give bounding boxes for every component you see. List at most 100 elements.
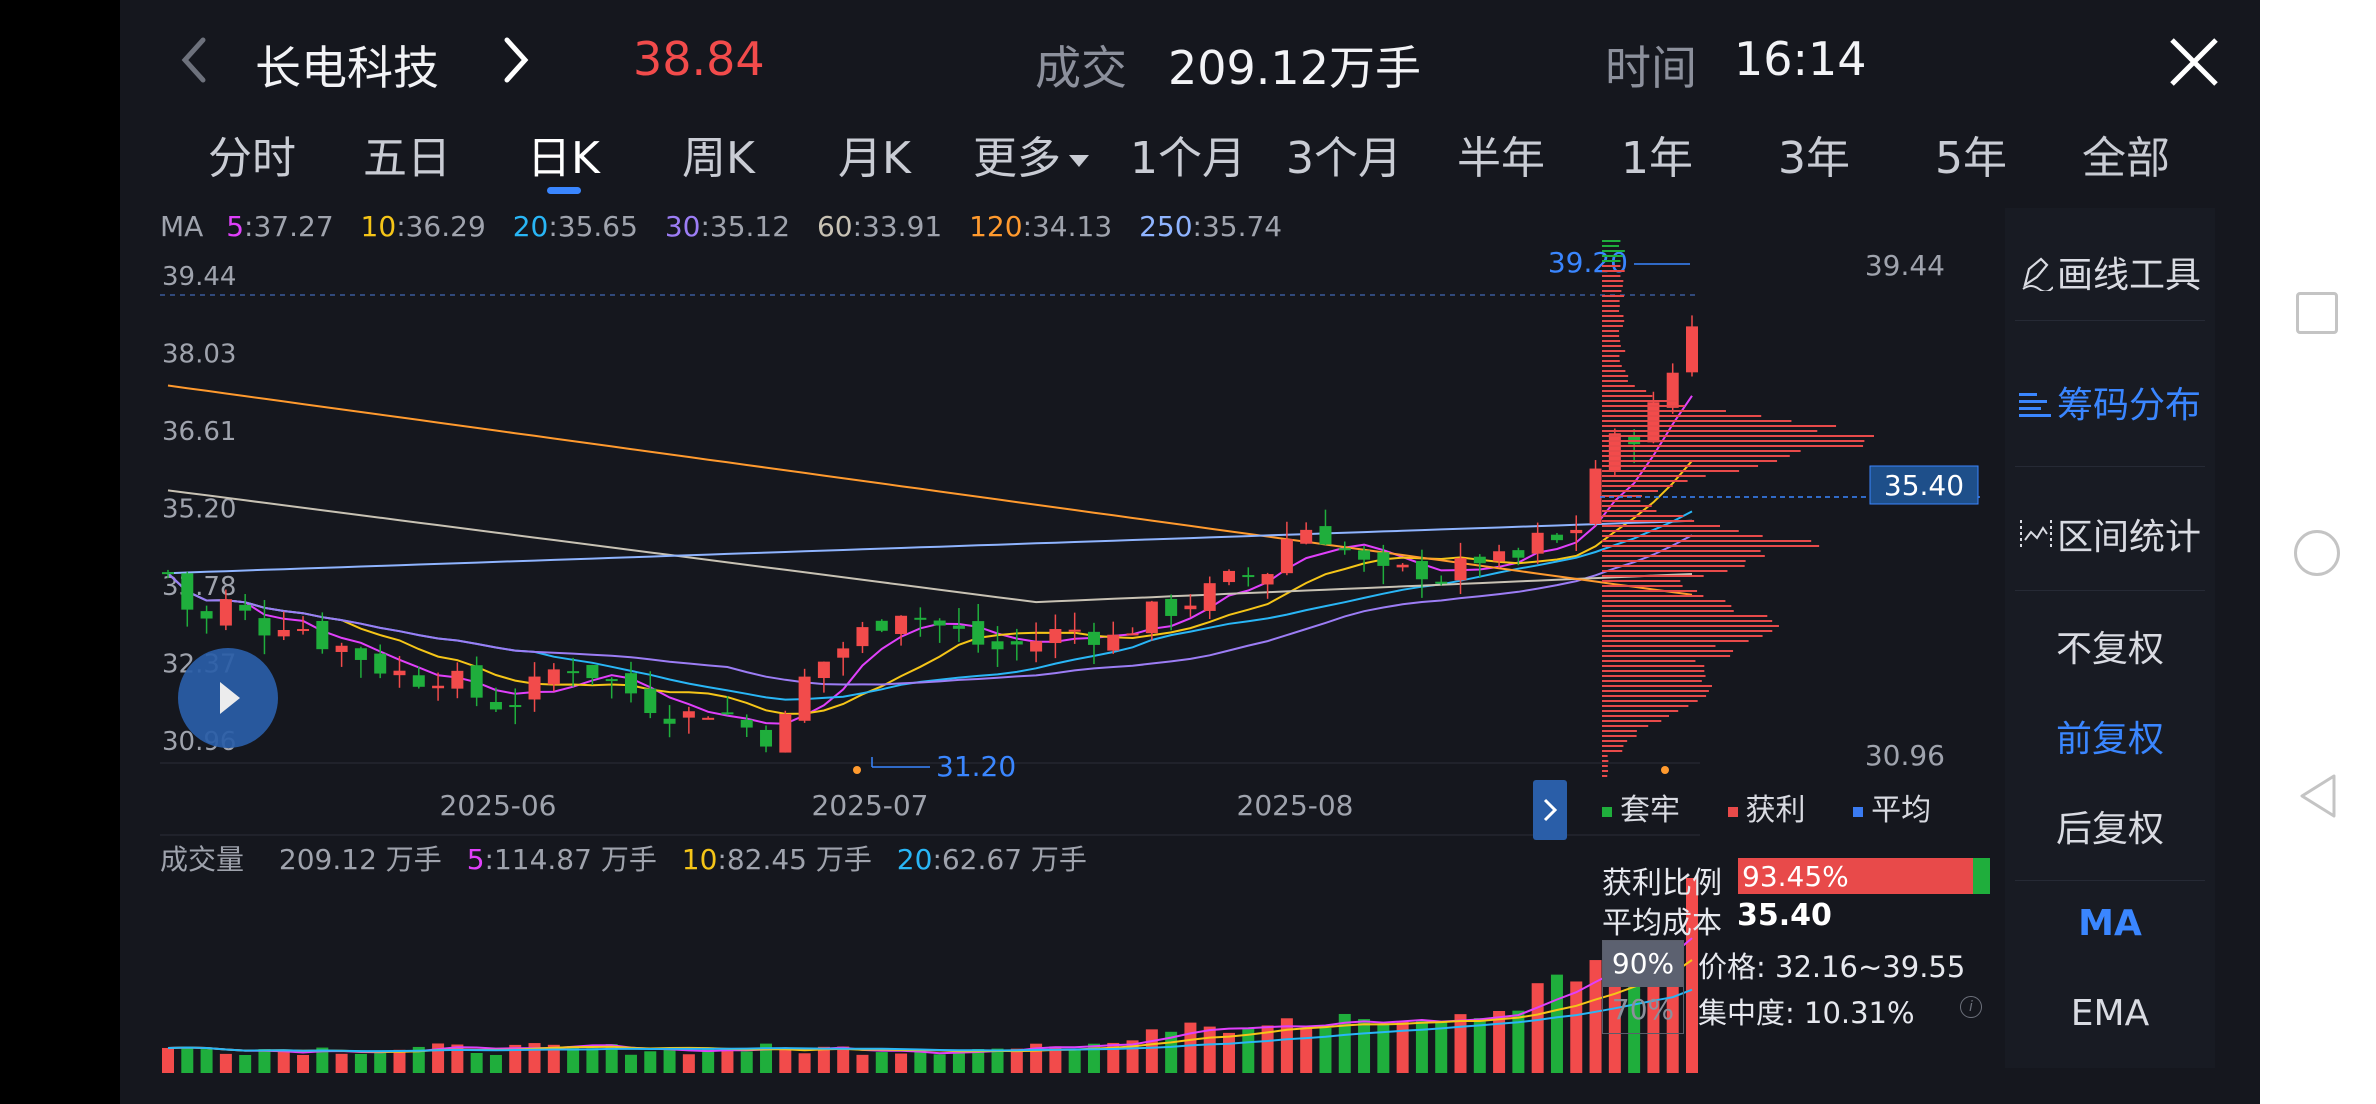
tab-month-k[interactable]: 月K [838, 133, 911, 184]
volume-bar [605, 1044, 618, 1073]
tab-1-month[interactable]: 1个月 [1130, 133, 1246, 184]
tab-week-k[interactable]: 周K [682, 133, 755, 184]
tab-1-year[interactable]: 1年 [1621, 133, 1693, 184]
time-value: 16:14 [1734, 32, 1867, 86]
tab-more[interactable]: 更多 [973, 122, 1089, 186]
back-icon[interactable] [175, 30, 215, 90]
y-tick-label: 35.20 [162, 495, 236, 525]
home-button[interactable] [2294, 530, 2340, 576]
range-stats-button[interactable]: 区间统计 [2005, 508, 2215, 561]
chip-bar [1602, 660, 1696, 662]
candle [856, 621, 869, 654]
tab-half-year[interactable]: 半年 [1457, 133, 1545, 184]
chip-bar [1602, 355, 1620, 357]
low-price-marker: 31.20 [871, 750, 1016, 783]
candle [817, 661, 830, 693]
chip-bar [1602, 410, 1726, 412]
volume-bar [1415, 1021, 1428, 1073]
candle [1030, 622, 1043, 663]
side-panel: 画线工具 筹码分布 区间统计 不复权 前复权 后复权 MA EMA [2005, 208, 2215, 1068]
candle [316, 612, 329, 654]
chip-bar [1602, 325, 1623, 327]
candle [162, 569, 174, 579]
price-range: 价格: 32.16~39.55 [1698, 950, 1966, 984]
volume-bar [586, 1048, 599, 1073]
volume-bar [624, 1054, 637, 1073]
chip-distribution-button[interactable]: 筹码分布 [2005, 376, 2215, 428]
chip-bar [1602, 450, 1801, 452]
volume-bar [914, 1051, 927, 1073]
tab-five-day[interactable]: 五日 [363, 133, 451, 184]
scroll-right-button[interactable] [1533, 780, 1567, 840]
volume-bar [1261, 1025, 1274, 1073]
volume-bar [567, 1045, 580, 1073]
candle [1435, 575, 1448, 586]
chip-bar [1602, 605, 1732, 607]
event-dot[interactable] [853, 766, 861, 774]
candle [374, 644, 387, 679]
y-tick-label: 38.03 [162, 340, 236, 370]
recent-apps-button[interactable] [2296, 292, 2338, 334]
chip-bar [1602, 740, 1628, 742]
pct-90-button[interactable]: 90% [1603, 941, 1683, 987]
tab-5-year[interactable]: 5年 [1935, 133, 2007, 184]
back-nav-button[interactable] [2296, 772, 2340, 820]
play-button[interactable] [178, 648, 278, 748]
pct-70-button[interactable]: 70% [1611, 993, 1675, 1026]
avg-cost-value: 35.40 [1737, 898, 1832, 933]
vol-ma10-legend: 10:82.45 万手 [681, 843, 872, 876]
volume-bar [740, 1051, 753, 1073]
close-icon[interactable] [2168, 36, 2220, 88]
tab-day-k[interactable]: 日K [527, 133, 600, 184]
draw-tool-button[interactable]: 画线工具 [2005, 246, 2215, 300]
chip-bar [1602, 680, 1702, 682]
backward-adjust-button[interactable]: 后复权 [2055, 809, 2164, 850]
volume-bar [162, 1047, 174, 1073]
tab-fenshi[interactable]: 分时 [208, 133, 296, 184]
volume-bar [1087, 1043, 1100, 1073]
chip-bar [1602, 510, 1657, 512]
profit-ratio-fill [1738, 858, 1974, 894]
volume-legend: 成交量 209.12 万手 5:114.87 万手 10:82.45 万手 20… [160, 838, 1087, 878]
chip-bar [1602, 470, 1740, 472]
candle [1049, 614, 1062, 659]
candle [586, 664, 599, 686]
ma5-legend: 5:37.27 [226, 210, 334, 243]
volume-bar [760, 1043, 773, 1073]
volume-bar [1338, 1013, 1351, 1073]
chip-bar [1602, 610, 1734, 612]
candle [1358, 545, 1371, 572]
candle [1107, 621, 1120, 654]
ema-indicator-button[interactable]: EMA [2070, 993, 2150, 1034]
stock-name: 长电科技 [255, 41, 439, 95]
volume-bar [1010, 1048, 1023, 1073]
avg-price-badge [1869, 465, 1979, 505]
chip-bar [1602, 695, 1707, 697]
volume-bar [200, 1049, 213, 1073]
candle [1010, 628, 1023, 661]
event-dot[interactable] [1661, 766, 1669, 774]
chip-bar [1602, 275, 1621, 277]
chip-bar [1602, 570, 1728, 572]
tab-3-month[interactable]: 3个月 [1286, 133, 1402, 184]
info-icon[interactable]: i [1960, 996, 1982, 1018]
forward-adjust-button[interactable]: 前复权 [2055, 719, 2164, 760]
ma-indicator-button[interactable]: MA [2078, 903, 2142, 944]
chip-bar [1602, 730, 1637, 732]
chip-bar [1602, 515, 1684, 517]
chip-bar [1602, 550, 1761, 552]
next-stock-icon[interactable] [495, 30, 535, 90]
tab-all[interactable]: 全部 [2082, 133, 2170, 184]
candle [393, 656, 406, 688]
candle [1280, 521, 1293, 576]
volume-bar [856, 1054, 869, 1073]
ma5-line [167, 395, 1693, 725]
chevron-right-icon [1543, 798, 1558, 822]
volume-chart[interactable] [160, 868, 1700, 1073]
candle [682, 706, 695, 734]
no-adjust-button[interactable]: 不复权 [2055, 629, 2164, 670]
chip-bar [1602, 445, 1864, 447]
tab-3-year[interactable]: 3年 [1778, 133, 1850, 184]
candle [1165, 594, 1178, 631]
